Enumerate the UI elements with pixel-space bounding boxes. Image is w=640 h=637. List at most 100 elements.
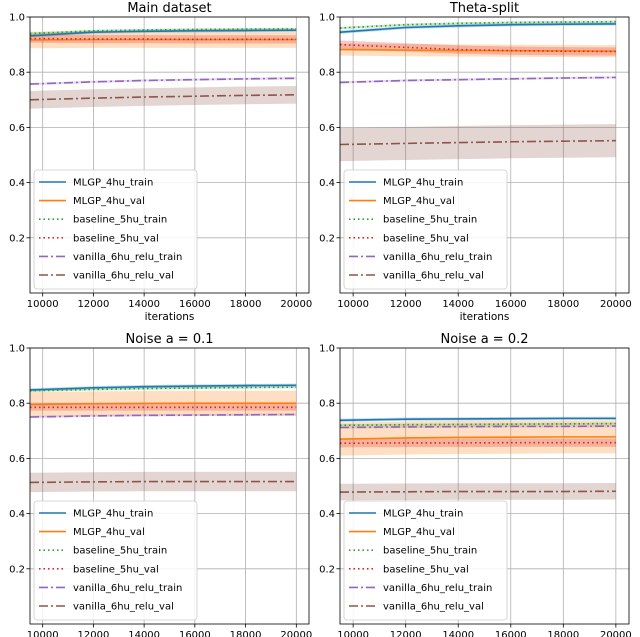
y-tick-label: 0.2 [319,564,335,575]
chart-panel-1: 0.2 0.4 0.6 0.8 1.0 10000 12000 14000 16000 18000… [9,1,312,323]
x-tick-label: 12000 [78,630,110,637]
y-tick-label: 0.4 [9,509,25,520]
x-tick-label: 18000 [547,299,579,310]
band-baseline-5hu-val [30,404,297,411]
legend-label-baseline-5hu-val: baseline_5hu_val [383,233,469,244]
plot-frame [29,347,310,625]
legend-label-vanilla-6hu-relu-train: vanilla_6hu_relu_train [383,583,492,594]
chart-panel-3: 0.2 0.4 0.6 0.8 1.0 10000 12000 14000 16000 18000… [9,332,312,637]
chart-title: Theta-split [449,1,519,16]
x-tick-label: 18000 [230,299,262,310]
y-tick-label: 0.2 [9,564,25,575]
legend: MLGP_4hu_train MLGP_4hu_val baseline_5hu_t… [343,169,508,290]
series-line-baseline-5hu-val [29,37,297,41]
band-vanilla-6hu-relu-val [30,471,297,493]
legend-label-baseline-5hu-train: baseline_5hu_train [73,215,167,226]
legend-label-mlgp-4hu-train: MLGP_4hu_train [383,178,463,189]
x-tick-label: 12000 [78,299,110,310]
y-tick-label: 1.0 [319,13,335,24]
x-tick-label: 10000 [337,299,369,310]
y-tick-label: 0.6 [319,123,335,134]
chart-title: Noise a = 0.2 [441,332,529,347]
legend-label-mlgp-4hu-train: MLGP_4hu_train [73,509,153,520]
band-baseline-5hu-val [340,438,616,448]
series-line-vanilla-6hu-relu-val [29,480,297,484]
x-tick-label: 14000 [442,299,474,310]
chart-title: Noise a = 0.1 [126,332,214,347]
series-line-mlgp-4hu-val [29,402,297,406]
series-line-mlgp-4hu-train [29,384,297,391]
x-tick-label: 14000 [128,630,160,637]
legend-box [33,169,198,290]
legend-label-mlgp-4hu-train: MLGP_4hu_train [383,509,463,520]
series-line-mlgp-4hu-train [339,23,616,33]
y-tick-label: 0.6 [9,123,25,134]
y-tick-label: 0.6 [9,454,25,465]
y-tick-label: 0.8 [319,399,335,410]
x-tick-label: 20000 [600,299,632,310]
chart-panel-4: 0.2 0.4 0.6 0.8 1.0 10000 12000 14000 16000 18000… [319,332,632,637]
y-tick-label: 1.0 [9,13,25,24]
series-line-vanilla-6hu-relu-val [339,490,616,493]
x-tick-label: 14000 [128,299,160,310]
x-tick-label: 10000 [27,630,59,637]
legend-label-baseline-5hu-train: baseline_5hu_train [73,546,167,557]
legend-label-mlgp-4hu-val: MLGP_4hu_val [383,527,455,538]
legend-label-baseline-5hu-val: baseline_5hu_val [383,564,469,575]
y-tick-label: 1.0 [319,344,335,355]
legend-label-vanilla-6hu-relu-train: vanilla_6hu_relu_train [383,252,492,263]
y-tick-label: 0.8 [319,68,335,79]
y-tick-label: 0.8 [9,399,25,410]
plot-frame [339,16,630,294]
series-line-mlgp-4hu-train [29,29,297,37]
legend-label-baseline-5hu-val: baseline_5hu_val [73,233,159,244]
legend-label-vanilla-6hu-relu-val: vanilla_6hu_relu_val [383,271,484,282]
x-tick-label: 16000 [495,299,527,310]
y-tick-label: 0.8 [9,68,25,79]
y-tick-label: 1.0 [9,344,25,355]
x-axis-label: iterations [145,311,195,323]
band-baseline-5hu-train [30,27,297,35]
x-tick-label: 16000 [495,630,527,637]
y-tick-label: 0.2 [9,233,25,244]
legend-label-vanilla-6hu-relu-train: vanilla_6hu_relu_train [73,252,182,263]
legend-label-vanilla-6hu-relu-val: vanilla_6hu_relu_val [383,602,484,613]
legend-box [343,500,508,621]
x-tick-label: 20000 [600,630,632,637]
x-tick-label: 10000 [337,630,369,637]
x-tick-label: 20000 [280,630,312,637]
series-line-mlgp-4hu-val [339,436,616,440]
legend-label-vanilla-6hu-relu-val: vanilla_6hu_relu_val [73,602,174,613]
x-tick-label: 18000 [547,630,579,637]
y-tick-label: 0.2 [319,233,335,244]
series-line-baseline-5hu-train [339,422,616,427]
series-line-vanilla-6hu-relu-train [29,77,297,85]
plot-frame [339,347,630,625]
y-tick-label: 0.4 [319,178,335,189]
legend-label-baseline-5hu-train: baseline_5hu_train [383,215,477,226]
legend-label-vanilla-6hu-relu-val: vanilla_6hu_relu_val [73,271,174,282]
legend-label-baseline-5hu-train: baseline_5hu_train [383,546,477,557]
band-baseline-5hu-train [30,386,297,392]
x-axis-label: iterations [460,311,510,323]
y-tick-label: 0.4 [9,178,25,189]
x-tick-label: 16000 [179,299,211,310]
x-tick-label: 16000 [179,630,211,637]
plot-frame [29,16,310,294]
chart-title: Main dataset [127,1,211,16]
legend-label-mlgp-4hu-val: MLGP_4hu_val [73,527,145,538]
series-line-baseline-5hu-train [29,386,297,392]
series-line-baseline-5hu-val [339,441,616,445]
legend: MLGP_4hu_train MLGP_4hu_val baseline_5hu_t… [343,500,508,621]
legend-box [343,169,508,290]
x-tick-label: 14000 [442,630,474,637]
y-tick-label: 0.4 [319,509,335,520]
x-tick-label: 18000 [230,630,262,637]
legend-label-baseline-5hu-val: baseline_5hu_val [73,564,159,575]
legend-label-mlgp-4hu-val: MLGP_4hu_val [73,196,145,207]
legend: MLGP_4hu_train MLGP_4hu_val baseline_5hu_t… [33,500,198,621]
x-tick-label: 12000 [390,299,422,310]
series-line-vanilla-6hu-relu-val [29,94,297,101]
series-line-mlgp-4hu-train [339,417,616,422]
